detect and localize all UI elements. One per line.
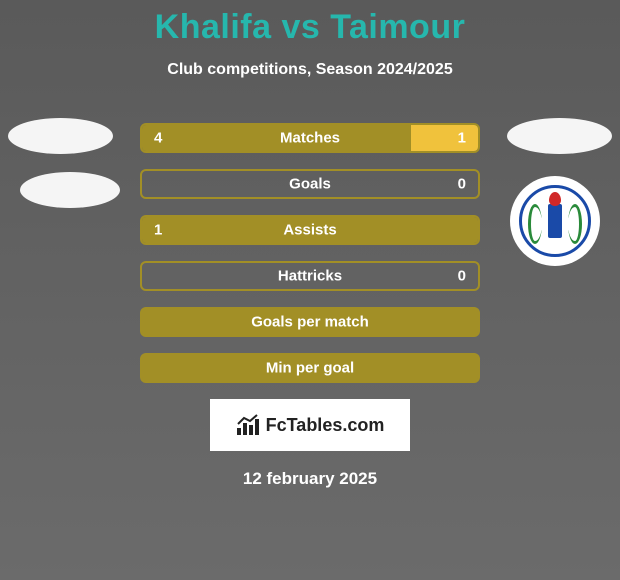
- stat-value-left: 1: [154, 222, 162, 239]
- stat-value-right: 0: [458, 176, 466, 193]
- stat-value-right: 0: [458, 268, 466, 285]
- stat-row: Goals per match: [140, 307, 480, 337]
- stat-label: Assists: [140, 222, 480, 239]
- page-title: Khalifa vs Taimour: [0, 0, 620, 47]
- date-label: 12 february 2025: [0, 469, 620, 489]
- stat-label: Goals per match: [140, 314, 480, 331]
- stat-row: Goals0: [140, 169, 480, 199]
- page-subtitle: Club competitions, Season 2024/2025: [0, 61, 620, 79]
- stats-bars: Matches41Goals0Assists1Hattricks0Goals p…: [0, 123, 620, 383]
- stat-row: Matches4 1: [140, 123, 480, 153]
- stat-value-left: 4: [154, 130, 162, 147]
- brand-text: FcTables.com: [266, 415, 385, 436]
- stat-value-right: 1: [458, 130, 466, 147]
- brand-chart-icon: [236, 414, 260, 436]
- stat-row: Assists1: [140, 215, 480, 245]
- stat-label: Matches: [140, 130, 480, 147]
- stat-row: Min per goal: [140, 353, 480, 383]
- stat-label: Min per goal: [140, 360, 480, 377]
- brand-box: FcTables.com: [210, 399, 410, 451]
- stat-label: Goals: [140, 176, 480, 193]
- stat-row: Hattricks0: [140, 261, 480, 291]
- stat-label: Hattricks: [140, 268, 480, 285]
